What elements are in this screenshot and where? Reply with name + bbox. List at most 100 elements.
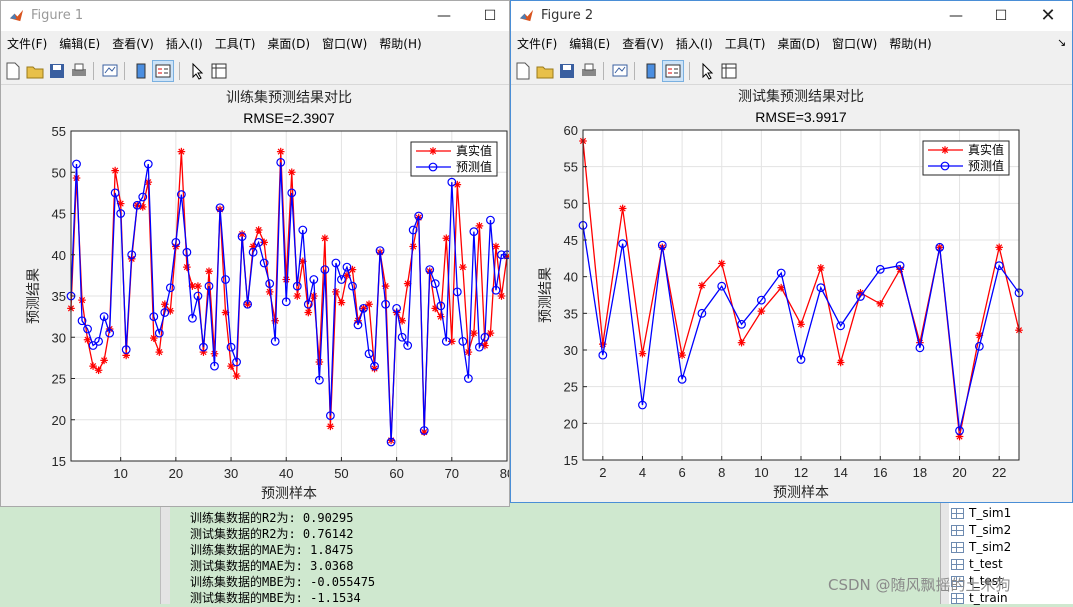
data-point [486, 329, 495, 337]
data-point [480, 332, 490, 342]
data-point [717, 259, 726, 268]
data-point [408, 225, 418, 235]
pointer-icon[interactable] [187, 61, 207, 81]
link-plot-icon[interactable] [610, 61, 630, 81]
legend-marker [940, 161, 950, 171]
data-point [309, 275, 319, 284]
menu-view[interactable]: 查看(V) [622, 37, 664, 51]
data-point [365, 300, 373, 309]
dock-arrow-icon[interactable]: ↘ [1057, 36, 1067, 49]
data-point [310, 292, 318, 300]
menu-view[interactable]: 查看(V) [112, 37, 154, 51]
menu-insert[interactable]: 插入(I) [165, 37, 203, 51]
data-point [78, 296, 86, 304]
title-bar[interactable]: Figure 1 — ☐ [1, 1, 509, 31]
menu-help[interactable]: 帮助(H) [889, 37, 932, 51]
data-point [486, 215, 495, 225]
close-icon[interactable]: ✕ [1040, 5, 1056, 26]
menu-help[interactable]: 帮助(H) [379, 37, 422, 51]
maximize-icon[interactable]: ☐ [994, 8, 1008, 24]
data-point [105, 328, 115, 338]
data-point [77, 316, 87, 326]
y-tick-label: 60 [564, 123, 578, 138]
menu-desktop[interactable]: 桌面(D) [267, 37, 311, 51]
data-point [409, 242, 417, 251]
menu-tools[interactable]: 工具(T) [214, 37, 256, 51]
folder-scrollbar[interactable] [160, 507, 170, 604]
print-icon[interactable] [579, 61, 599, 81]
data-point [292, 281, 302, 291]
new-figure-icon[interactable] [513, 61, 533, 81]
x-tick-label: 60 [389, 466, 403, 481]
menu-edit[interactable]: 编辑(E) [569, 37, 611, 51]
minimize-icon[interactable]: — [437, 8, 451, 24]
property-editor-icon[interactable] [719, 61, 739, 81]
legend-icon[interactable] [152, 60, 174, 82]
data-point [392, 303, 402, 313]
training-chart: 10 20 30 40 50 60 70 80 15 20 25 30 35 40 45 50 55 训练集预测结… [26, 89, 509, 502]
matlab-icon [519, 9, 534, 22]
data-point [227, 362, 235, 370]
data-point [343, 271, 351, 280]
property-editor-icon[interactable] [209, 61, 229, 81]
maximize-icon[interactable]: ☐ [483, 8, 497, 24]
data-point [464, 348, 473, 356]
open-file-icon[interactable] [535, 61, 555, 81]
data-point [89, 362, 97, 370]
colorbar-icon[interactable] [641, 61, 661, 81]
data-point [463, 374, 473, 383]
menu-insert[interactable]: 插入(I) [675, 37, 713, 51]
link-plot-icon[interactable] [100, 61, 120, 81]
data-point [303, 299, 313, 309]
data-point [121, 345, 131, 355]
open-file-icon[interactable] [25, 61, 45, 81]
data-point [325, 411, 335, 421]
print-icon[interactable] [69, 61, 89, 81]
data-point [337, 275, 346, 284]
legend-label: 预测值 [456, 159, 492, 174]
menu-bar: 文件(F) 编辑(E) 查看(V) 插入(I) 工具(T) 桌面(D) 窗口(W) 帮助(H) [1, 31, 509, 57]
new-figure-icon[interactable] [3, 61, 23, 81]
data-point [737, 319, 746, 329]
data-point [232, 372, 241, 380]
data-point [442, 234, 451, 243]
save-icon[interactable] [557, 61, 577, 81]
menu-tools[interactable]: 工具(T) [724, 37, 766, 51]
data-point [83, 335, 92, 344]
data-point [677, 374, 687, 384]
menu-file[interactable]: 文件(F) [517, 37, 558, 51]
title-bar[interactable]: Figure 2 — ☐ ✕ [511, 1, 1072, 31]
pointer-icon[interactable] [697, 61, 717, 81]
menu-edit[interactable]: 编辑(E) [59, 37, 101, 51]
save-icon[interactable] [47, 61, 67, 81]
data-point [698, 281, 706, 290]
data-point [149, 334, 158, 342]
data-point [171, 237, 181, 247]
menu-window[interactable]: 窗口(W) [832, 37, 878, 51]
y-tick-label: 15 [564, 453, 578, 468]
data-point [194, 282, 202, 290]
workspace-scrollbar[interactable] [941, 503, 949, 604]
colorbar-icon[interactable] [131, 61, 151, 81]
data-point [143, 159, 153, 169]
data-point [348, 281, 357, 291]
figure-toolbar [1, 57, 509, 85]
x-tick-label: 8 [718, 465, 725, 480]
data-point [491, 285, 501, 295]
menu-window[interactable]: 窗口(W) [322, 37, 368, 51]
figure-toolbar [511, 57, 1072, 85]
data-point [994, 261, 1004, 271]
watermark: CSDN @随风飘摇的土木狗 [828, 576, 1011, 594]
data-point [453, 180, 462, 189]
command-window-output: 训练集数据的R2为: 0.90295 测试集数据的R2为: 0.76142 训练… [170, 505, 940, 605]
chart-title: 训练集预测结果对比 [226, 89, 352, 106]
data-point [470, 329, 478, 337]
data-point [756, 295, 766, 305]
x-tick-label: 16 [873, 465, 887, 480]
legend-icon[interactable] [662, 60, 684, 82]
minimize-icon[interactable]: — [949, 8, 963, 24]
menu-desktop[interactable]: 桌面(D) [777, 37, 821, 51]
data-point [215, 203, 225, 213]
menu-file[interactable]: 文件(F) [7, 37, 48, 51]
data-point [243, 299, 253, 309]
